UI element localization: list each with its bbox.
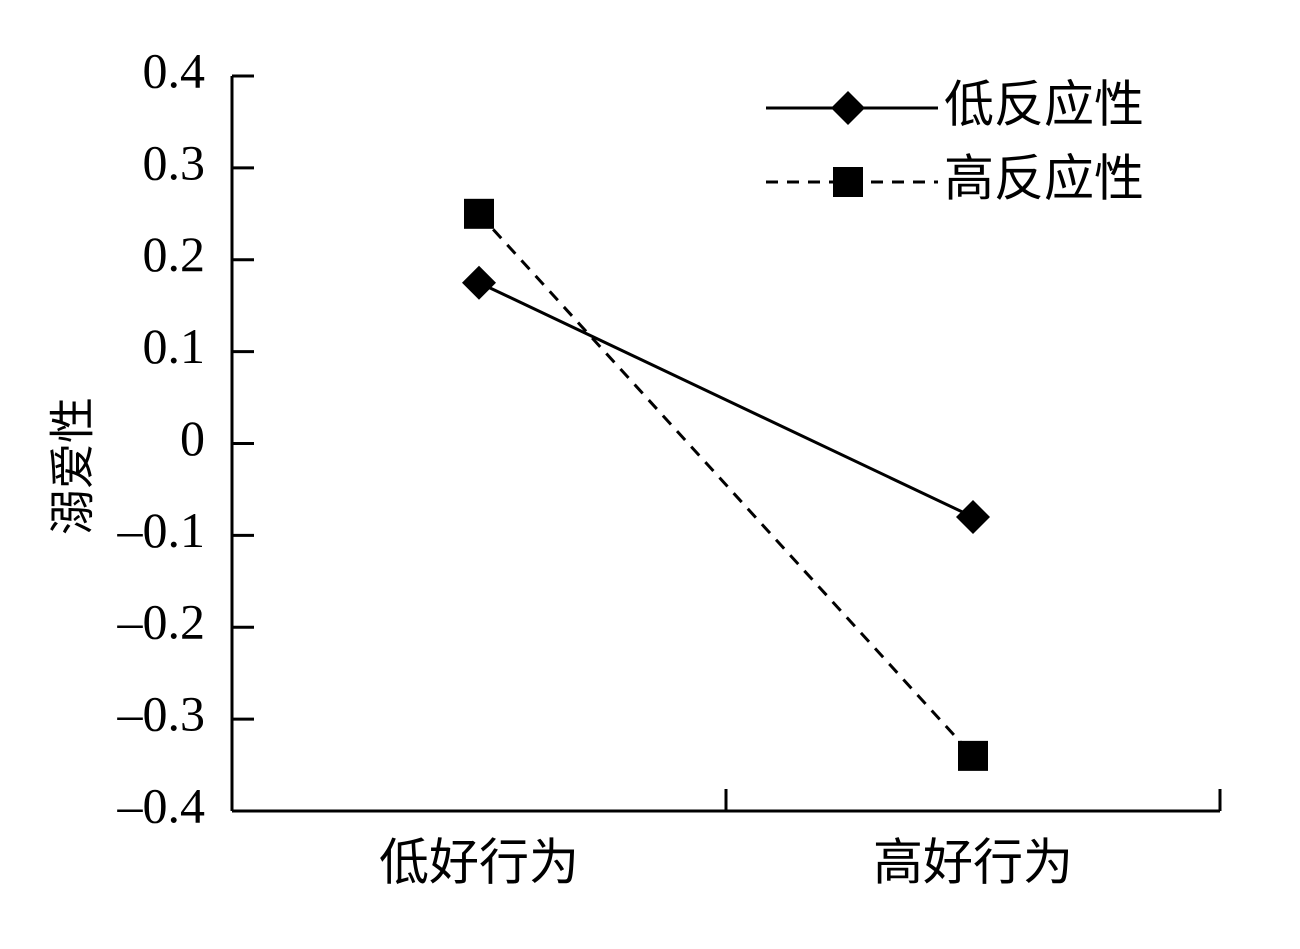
y-tick-label: 0.3 — [143, 134, 206, 190]
series-diamond — [462, 265, 990, 534]
data-point-square — [958, 740, 988, 771]
legend-label: 高反应性 — [944, 150, 1144, 208]
y-tick-label: –0.4 — [117, 777, 206, 833]
y-axis-title: 溺爱性 — [46, 397, 100, 535]
x-ticks: 低好行为 高好行为 — [379, 789, 1222, 892]
series-square — [464, 198, 988, 771]
y-tick-label: 0.4 — [143, 42, 206, 98]
series-line — [477, 212, 975, 757]
y-tick-label: 0.2 — [143, 226, 206, 282]
legend-item: 低反应性 — [766, 76, 1144, 134]
series-layer — [462, 198, 990, 771]
x-category-label: 高好行为 — [873, 834, 1073, 892]
y-tick-label: 0 — [180, 410, 205, 466]
data-point-diamond — [462, 265, 496, 300]
data-point-square — [464, 198, 494, 229]
y-tick-label: –0.1 — [117, 502, 206, 558]
legend-label: 低反应性 — [944, 76, 1144, 134]
legend-marker-diamond — [831, 91, 865, 125]
y-tick-label: –0.3 — [117, 686, 206, 742]
y-ticks: 0.4 0.3 0.2 0.1 0 –0.1 –0.2 –0.3 –0.4 — [117, 42, 254, 833]
y-tick-label: –0.2 — [117, 594, 206, 650]
series-line — [478, 281, 974, 519]
x-category-label: 低好行为 — [379, 834, 579, 892]
data-point-diamond — [956, 500, 990, 534]
legend-item: 高反应性 — [766, 150, 1144, 208]
legend-marker-square — [833, 167, 863, 197]
y-tick-label: 0.1 — [143, 318, 206, 374]
